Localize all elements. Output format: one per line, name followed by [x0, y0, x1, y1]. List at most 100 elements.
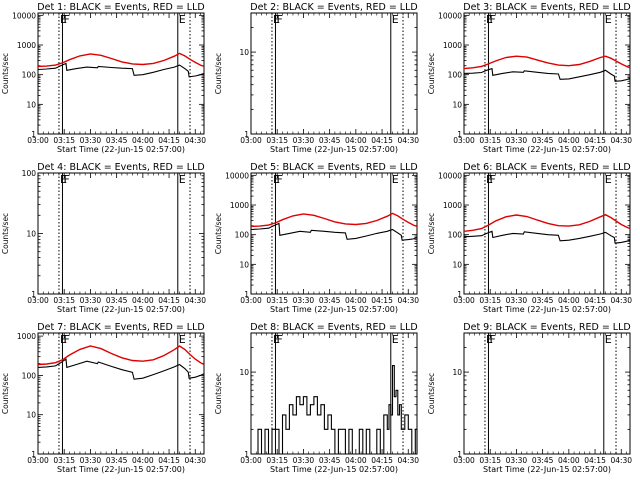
- time-marker-label: E: [605, 13, 612, 26]
- plot-frame: [250, 332, 418, 455]
- y-tick-label: 10000: [225, 171, 249, 180]
- y-axis-label: Counts/sec: [1, 53, 10, 94]
- y-tick-label: 100: [22, 371, 37, 380]
- y-tick-label: 1: [31, 290, 36, 299]
- x-axis-label: Start Time (22-Jun-15 02:57:00): [483, 465, 611, 474]
- y-tick-label: 10: [452, 100, 462, 109]
- plot-frame: [463, 332, 631, 455]
- y-tick-label: 10: [26, 100, 36, 109]
- y-tick-label: 1: [244, 450, 249, 459]
- x-axis-label: Start Time (22-Jun-15 02:57:00): [57, 145, 185, 154]
- x-tick-label: 03:00: [27, 456, 49, 465]
- y-tick-label: 10: [239, 260, 249, 269]
- x-tick-label: 04:00: [345, 456, 367, 465]
- event-rate-line: [250, 222, 418, 241]
- x-tick-label: 03:00: [240, 296, 262, 305]
- x-tick-label: 04:15: [584, 456, 606, 465]
- x-tick-label: 04:15: [371, 296, 393, 305]
- y-tick-label: 1: [457, 450, 462, 459]
- x-tick-label: 03:15: [266, 136, 288, 145]
- x-tick-label: 03:30: [506, 296, 528, 305]
- time-marker-label: E: [605, 333, 612, 346]
- time-marker-label: E: [179, 173, 186, 186]
- plot-frame: [463, 172, 631, 295]
- event-rate-line: [463, 230, 631, 244]
- x-tick-label: 03:00: [453, 136, 475, 145]
- time-marker-label: E: [60, 173, 67, 186]
- y-axis-label: Counts/sec: [214, 53, 223, 94]
- y-tick-label: 100: [235, 231, 250, 240]
- time-marker-label: F: [63, 13, 69, 26]
- x-tick-label: 03:45: [532, 136, 554, 145]
- x-tick-label: 04:00: [345, 296, 367, 305]
- y-tick-label: 1: [457, 130, 462, 139]
- time-marker-label: F: [489, 13, 495, 26]
- y-tick-label: 1: [31, 450, 36, 459]
- x-tick-label: 03:15: [53, 456, 75, 465]
- x-tick-label: 04:15: [158, 136, 180, 145]
- panel-title: Det 9: BLACK = Events, RED = LLD: [463, 322, 630, 333]
- x-tick-label: 03:45: [106, 136, 128, 145]
- x-tick-label: 03:00: [27, 136, 49, 145]
- x-tick-label: 03:00: [27, 296, 49, 305]
- x-tick-label: 04:30: [397, 296, 419, 305]
- x-tick-label: 04:30: [610, 296, 632, 305]
- y-axis-label: Counts/sec: [427, 53, 436, 94]
- x-tick-label: 03:15: [266, 456, 288, 465]
- y-tick-label: 100: [448, 231, 463, 240]
- detector-panel-5: Det 5: BLACK = Events, RED = LLD10000100…: [214, 162, 419, 314]
- detector-panel-3: Det 3: BLACK = Events, RED = LLD10000100…: [427, 2, 632, 154]
- x-tick-label: 04:30: [184, 136, 206, 145]
- y-tick-label: 1: [457, 290, 462, 299]
- x-tick-label: 03:00: [240, 456, 262, 465]
- x-tick-label: 03:15: [479, 456, 501, 465]
- x-tick-label: 03:45: [106, 456, 128, 465]
- panel-title: Det 3: BLACK = Events, RED = LLD: [463, 2, 630, 13]
- y-tick-label: 10: [26, 230, 36, 239]
- detector-panel-4: Det 4: BLACK = Events, RED = LLD10010103…: [1, 162, 206, 314]
- time-marker-label: F: [489, 333, 495, 346]
- x-tick-label: 04:00: [132, 136, 154, 145]
- y-tick-label: 10000: [12, 11, 36, 20]
- x-tick-label: 03:00: [453, 296, 475, 305]
- time-marker-label: F: [276, 333, 282, 346]
- detector-panel-8: Det 8: BLACK = Events, RED = LLD 10 103:00…: [214, 322, 419, 474]
- x-tick-label: 04:00: [132, 456, 154, 465]
- x-tick-label: 04:00: [558, 136, 580, 145]
- x-tick-label: 04:00: [132, 296, 154, 305]
- x-tick-label: 03:15: [266, 296, 288, 305]
- x-axis-label: Start Time (22-Jun-15 02:57:00): [270, 465, 398, 474]
- lld-rate-line: [463, 213, 631, 232]
- y-axis-label: Counts/sec: [1, 213, 10, 254]
- x-tick-label: 04:15: [158, 296, 180, 305]
- y-tick-label: 1: [31, 130, 36, 139]
- panel-title: Det 6: BLACK = Events, RED = LLD: [463, 162, 630, 173]
- x-tick-label: 03:45: [532, 456, 554, 465]
- y-axis-label: Counts/sec: [427, 373, 436, 414]
- x-tick-label: 03:15: [479, 296, 501, 305]
- time-marker-label: E: [179, 333, 186, 346]
- x-tick-label: 04:30: [610, 456, 632, 465]
- plot-frame: [250, 12, 418, 135]
- y-tick-label: 1000: [230, 201, 249, 210]
- y-axis-label: Counts/sec: [1, 373, 10, 414]
- panel-title: Det 1: BLACK = Events, RED = LLD: [37, 2, 204, 13]
- x-tick-label: 03:45: [319, 136, 341, 145]
- y-tick-label: 10: [239, 48, 249, 57]
- time-marker-label: F: [489, 173, 495, 186]
- x-axis-label: Start Time (22-Jun-15 02:57:00): [483, 145, 611, 154]
- x-tick-label: 03:30: [293, 296, 315, 305]
- x-tick-label: 03:15: [53, 136, 75, 145]
- time-marker-label: E: [392, 173, 399, 186]
- y-tick-label: 10: [26, 411, 36, 420]
- y-tick-label: 1000: [17, 332, 36, 341]
- detector-panel-6: Det 6: BLACK = Events, RED = LLD10000100…: [427, 162, 632, 314]
- event-rate-line: [37, 358, 205, 380]
- time-marker-label: F: [276, 173, 282, 186]
- y-tick-label: 100: [448, 71, 463, 80]
- plot-frame: [37, 332, 205, 455]
- y-tick-label: 10: [239, 368, 249, 377]
